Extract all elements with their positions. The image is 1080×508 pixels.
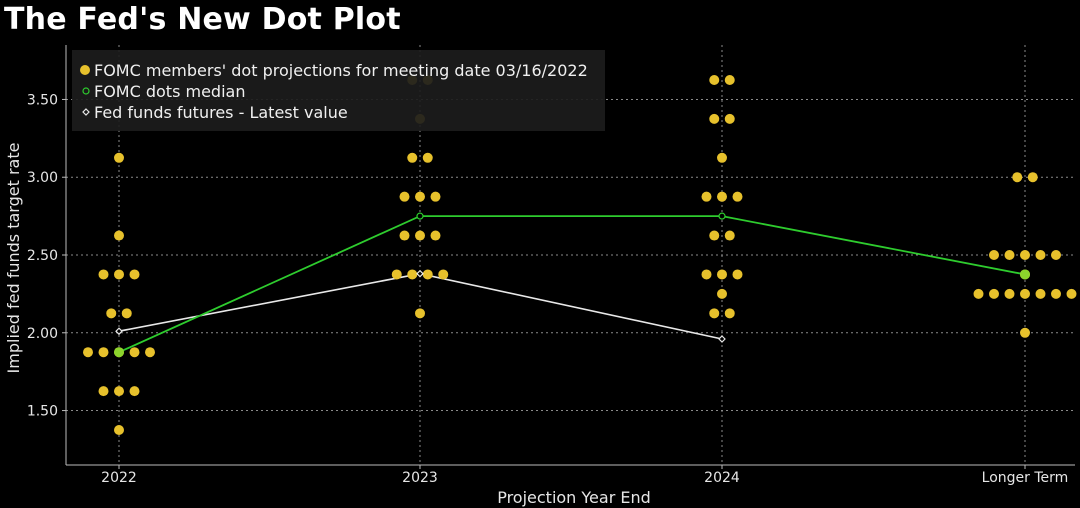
projection-dot bbox=[724, 308, 735, 319]
projection-dot bbox=[98, 386, 109, 397]
projection-dot bbox=[399, 230, 410, 241]
futures-marker bbox=[115, 327, 123, 336]
projection-dot bbox=[724, 230, 735, 241]
projection-dot bbox=[1004, 288, 1015, 299]
futures-marker bbox=[416, 269, 424, 278]
projection-dot bbox=[989, 288, 999, 299]
projection-dot bbox=[732, 269, 743, 280]
projection-dot bbox=[415, 191, 425, 202]
projection-dot bbox=[422, 269, 433, 280]
projection-dot bbox=[407, 269, 418, 280]
projection-dot bbox=[1020, 288, 1030, 299]
projection-dot bbox=[98, 269, 109, 280]
projection-dot bbox=[709, 230, 720, 241]
projection-dot bbox=[1020, 250, 1030, 260]
projection-dot bbox=[717, 288, 727, 299]
median-highlight-dot bbox=[114, 347, 124, 358]
x-axis-title: Projection Year End bbox=[497, 488, 651, 507]
projection-dot bbox=[973, 288, 984, 299]
y-tick-label: 3.50 bbox=[27, 92, 58, 108]
projection-dot bbox=[1035, 288, 1046, 299]
futures-marker bbox=[718, 335, 726, 343]
projection-dot bbox=[422, 152, 433, 163]
legend-label: Fed funds futures - Latest value bbox=[94, 103, 348, 122]
projection-dot bbox=[717, 152, 727, 163]
median-highlight-dot bbox=[1020, 269, 1030, 280]
y-tick-label: 2.50 bbox=[27, 248, 58, 264]
projection-dot bbox=[732, 191, 743, 202]
series-markers bbox=[114, 212, 1030, 358]
projection-dot bbox=[717, 269, 727, 280]
x-tick-label: 2024 bbox=[704, 470, 740, 486]
projection-dot bbox=[724, 113, 735, 124]
projection-dot bbox=[1051, 250, 1061, 260]
projection-dot bbox=[114, 230, 124, 241]
axes: 1.50 2.00 2.50 3.00 3.50 2022 2023 2024 Longer T… bbox=[4, 45, 1075, 507]
projection-dot bbox=[114, 152, 124, 163]
projection-dot bbox=[391, 269, 402, 280]
projection-dot bbox=[709, 75, 720, 85]
y-tick-label: 1.50 bbox=[27, 404, 58, 420]
median-marker bbox=[718, 212, 726, 220]
legend-diamond-icon bbox=[82, 108, 90, 116]
legend: FOMC members' dot projections for meetin… bbox=[72, 50, 605, 131]
projection-dot bbox=[114, 269, 124, 280]
projection-dot bbox=[701, 269, 712, 280]
projection-dot bbox=[415, 230, 425, 241]
projection-dot bbox=[430, 191, 441, 202]
projection-dot bbox=[129, 269, 140, 280]
projection-dot bbox=[717, 191, 727, 202]
projection-dot bbox=[399, 191, 410, 202]
projection-dot bbox=[415, 308, 425, 319]
projection-dot bbox=[98, 347, 109, 358]
x-tick-label: 2023 bbox=[402, 470, 438, 486]
projection-dot bbox=[129, 347, 140, 358]
y-axis-title: Implied fed funds target rate bbox=[4, 143, 23, 374]
projection-dot bbox=[121, 308, 132, 319]
legend-ring-icon bbox=[82, 87, 90, 95]
y-tick-label: 3.00 bbox=[27, 170, 58, 186]
projection-dot bbox=[1012, 172, 1023, 183]
projection-dot bbox=[1020, 327, 1030, 338]
projection-dot bbox=[438, 269, 449, 280]
legend-label: FOMC members' dot projections for meetin… bbox=[94, 61, 588, 80]
median-line bbox=[118, 215, 1026, 354]
projection-dot bbox=[407, 152, 418, 163]
projection-dot bbox=[83, 347, 93, 358]
series-lines bbox=[118, 215, 1026, 354]
projection-dot bbox=[129, 386, 140, 397]
x-tick-label: Longer Term bbox=[982, 470, 1069, 486]
projection-dot bbox=[989, 250, 999, 260]
projection-dot bbox=[724, 75, 735, 85]
projection-dot bbox=[1051, 288, 1061, 299]
legend-label: FOMC dots median bbox=[94, 82, 245, 101]
projection-dot bbox=[114, 425, 124, 435]
x-tick-label: 2022 bbox=[101, 470, 137, 486]
projection-dot bbox=[114, 386, 124, 397]
projection-dot bbox=[430, 230, 441, 241]
y-tick-label: 2.00 bbox=[27, 326, 58, 342]
projection-dot bbox=[1035, 250, 1046, 260]
chart-title: The Fed's New Dot Plot bbox=[4, 2, 401, 37]
projection-dot bbox=[145, 347, 155, 358]
dot-projections bbox=[83, 75, 1077, 435]
projection-dot bbox=[106, 308, 117, 319]
projection-dot bbox=[1066, 288, 1077, 299]
projection-dot bbox=[709, 113, 720, 124]
projection-dot bbox=[1027, 172, 1038, 183]
median-marker bbox=[416, 212, 424, 220]
projection-dot bbox=[709, 308, 720, 319]
legend-box bbox=[72, 50, 605, 131]
legend-dot-icon bbox=[80, 65, 90, 75]
projection-dot bbox=[1004, 250, 1015, 260]
projection-dot bbox=[701, 191, 712, 202]
